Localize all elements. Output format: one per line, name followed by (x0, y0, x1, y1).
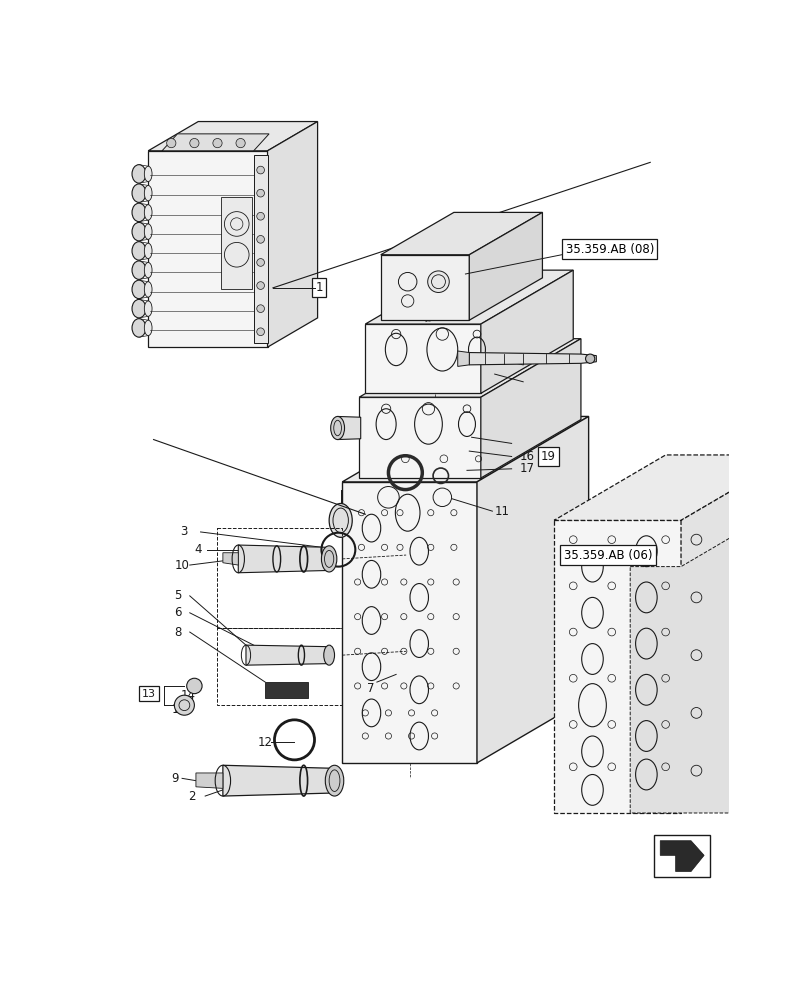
Polygon shape (222, 553, 238, 565)
Polygon shape (337, 416, 360, 440)
Text: 22: 22 (548, 346, 563, 359)
Text: 7: 7 (367, 682, 374, 695)
Polygon shape (148, 122, 317, 151)
Circle shape (256, 305, 264, 312)
Ellipse shape (132, 222, 146, 241)
Ellipse shape (144, 166, 152, 182)
Ellipse shape (324, 645, 334, 665)
Text: 17: 17 (519, 462, 534, 475)
Text: 1: 1 (315, 281, 323, 294)
Ellipse shape (132, 299, 146, 318)
Polygon shape (380, 212, 542, 255)
Ellipse shape (144, 243, 152, 259)
Polygon shape (469, 353, 595, 365)
Ellipse shape (321, 546, 337, 572)
Polygon shape (476, 416, 588, 763)
Polygon shape (457, 351, 469, 366)
Polygon shape (365, 270, 573, 324)
Ellipse shape (325, 765, 343, 796)
Text: 35.359.AB (08): 35.359.AB (08) (564, 243, 653, 256)
Ellipse shape (144, 224, 152, 239)
Circle shape (256, 212, 264, 220)
Text: 10: 10 (174, 559, 189, 572)
Polygon shape (553, 520, 680, 813)
Text: 16: 16 (519, 450, 534, 463)
Ellipse shape (132, 319, 146, 337)
Polygon shape (654, 835, 709, 877)
Text: 19: 19 (540, 450, 556, 463)
Text: 4: 4 (194, 543, 202, 556)
Polygon shape (358, 339, 580, 397)
Text: 13: 13 (142, 689, 156, 699)
Circle shape (256, 328, 264, 336)
Polygon shape (469, 212, 542, 320)
Ellipse shape (132, 165, 146, 183)
Polygon shape (341, 482, 476, 763)
Polygon shape (680, 455, 792, 813)
Circle shape (256, 166, 264, 174)
Circle shape (256, 282, 264, 289)
Circle shape (256, 189, 264, 197)
Text: 35.359.AB (06): 35.359.AB (06) (564, 549, 652, 562)
Polygon shape (246, 645, 328, 665)
Polygon shape (222, 765, 334, 796)
Circle shape (236, 138, 245, 148)
Ellipse shape (144, 320, 152, 336)
Text: 12: 12 (257, 736, 272, 749)
Ellipse shape (144, 185, 152, 201)
Polygon shape (358, 397, 480, 478)
Text: 6: 6 (174, 606, 182, 619)
Circle shape (190, 138, 199, 148)
Circle shape (187, 678, 202, 694)
Circle shape (166, 138, 176, 148)
Text: 14: 14 (180, 689, 195, 702)
Polygon shape (195, 773, 222, 788)
Ellipse shape (132, 261, 146, 279)
Text: 8: 8 (174, 626, 182, 639)
Text: 11: 11 (494, 505, 509, 518)
Ellipse shape (328, 503, 352, 537)
Circle shape (427, 271, 448, 292)
Polygon shape (148, 151, 267, 347)
Text: 15: 15 (171, 703, 186, 716)
Text: 21: 21 (525, 346, 540, 359)
Polygon shape (480, 270, 573, 393)
Polygon shape (265, 682, 307, 698)
Polygon shape (267, 122, 317, 347)
Ellipse shape (132, 280, 146, 299)
Polygon shape (162, 134, 268, 151)
Circle shape (585, 354, 594, 363)
Polygon shape (253, 155, 267, 343)
Ellipse shape (144, 301, 152, 316)
Polygon shape (341, 416, 588, 482)
Polygon shape (365, 324, 480, 393)
Polygon shape (380, 255, 469, 320)
Polygon shape (659, 841, 703, 872)
Text: 2: 2 (188, 790, 195, 803)
Polygon shape (480, 339, 580, 478)
Polygon shape (238, 545, 328, 573)
Ellipse shape (132, 242, 146, 260)
Ellipse shape (144, 282, 152, 297)
Circle shape (256, 235, 264, 243)
Ellipse shape (144, 262, 152, 278)
Ellipse shape (132, 203, 146, 222)
Polygon shape (221, 197, 252, 289)
Text: 3: 3 (180, 525, 187, 538)
Ellipse shape (132, 184, 146, 202)
Text: 5: 5 (174, 589, 182, 602)
Polygon shape (553, 455, 792, 520)
Text: 20: 20 (519, 437, 534, 450)
Polygon shape (629, 501, 792, 813)
Text: 9: 9 (171, 772, 178, 785)
Text: 18: 18 (525, 358, 539, 371)
Circle shape (256, 259, 264, 266)
Circle shape (174, 695, 194, 715)
Circle shape (212, 138, 222, 148)
Ellipse shape (144, 205, 152, 220)
Ellipse shape (330, 416, 344, 440)
